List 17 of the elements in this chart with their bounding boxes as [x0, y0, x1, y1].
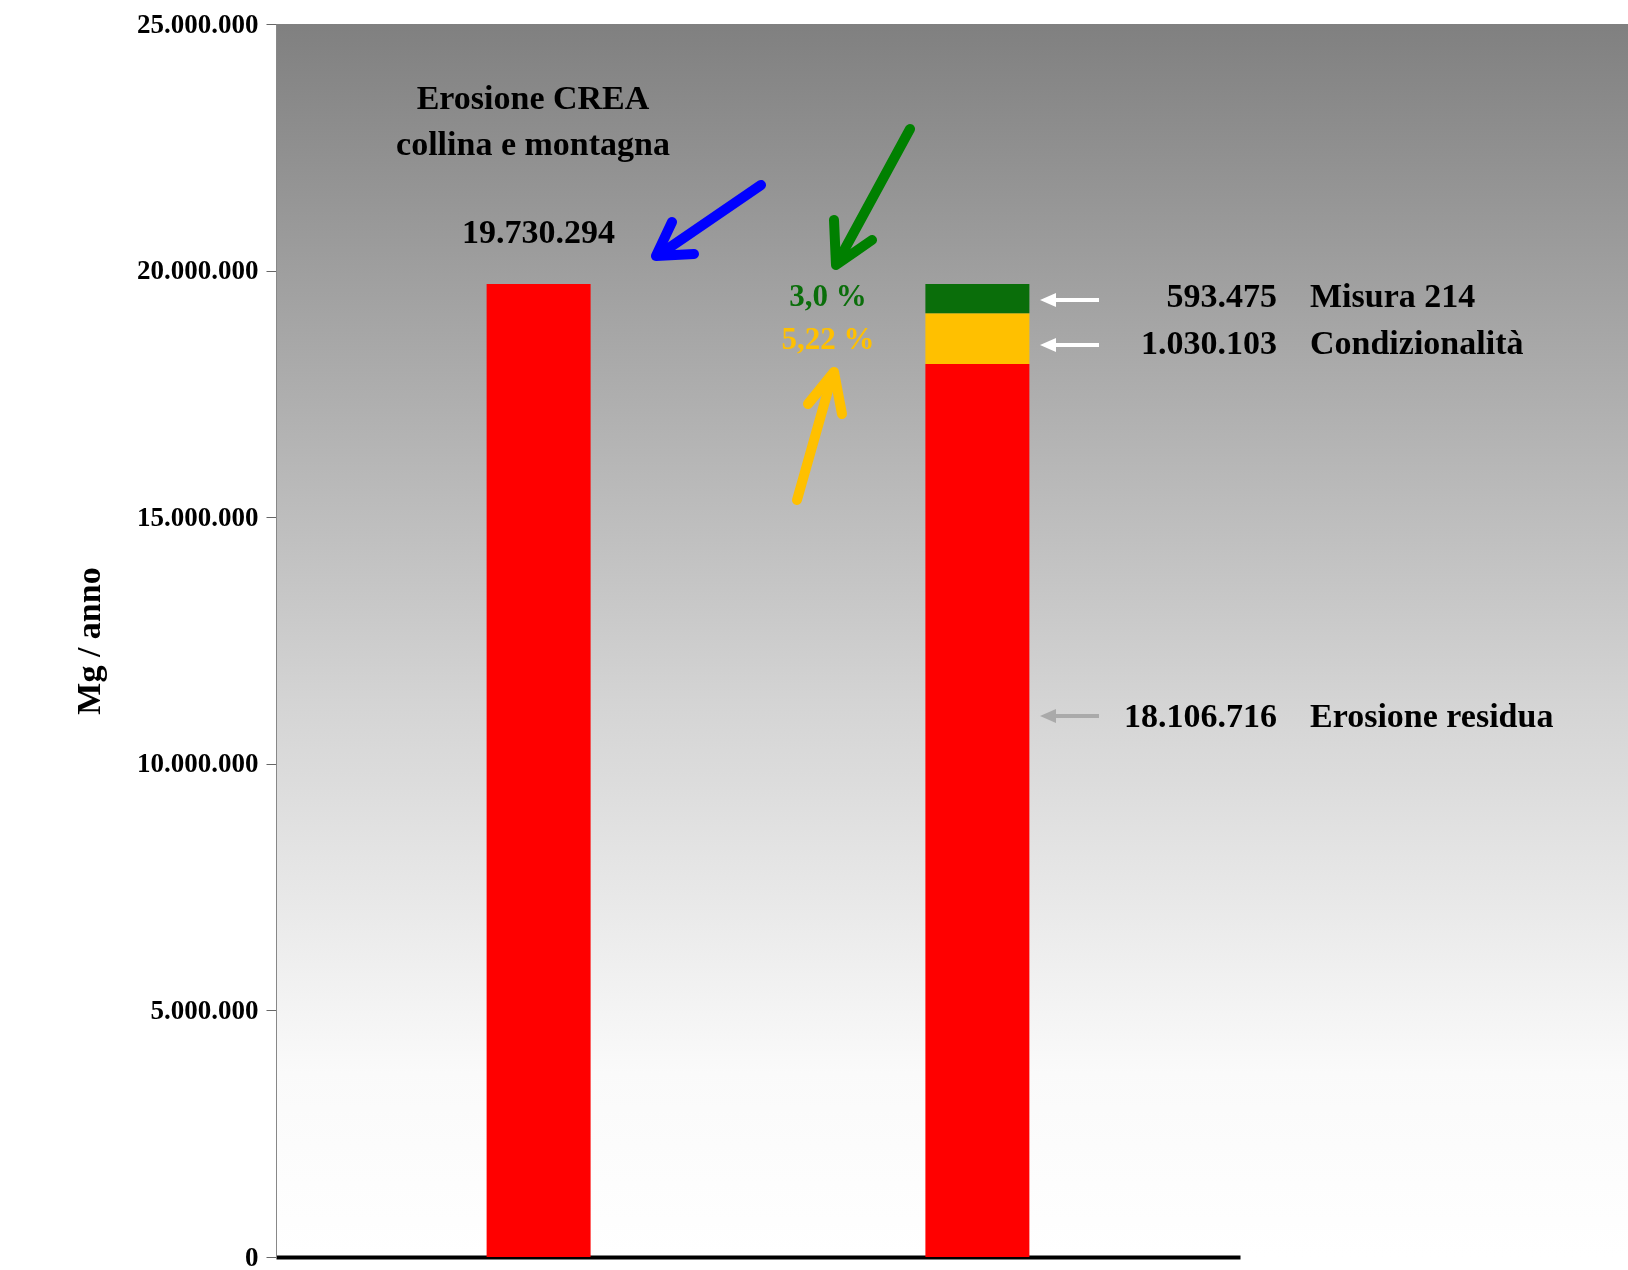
- data-label: 19.730.294: [462, 212, 616, 250]
- y-tick-label: 15.000.000: [137, 501, 259, 532]
- y-tick-label: 5.000.000: [150, 994, 259, 1025]
- y-tick-label: 10.000.000: [137, 748, 259, 779]
- annotation: Misura 214: [1310, 277, 1476, 314]
- y-tick-label: 20.000.000: [137, 255, 259, 286]
- y-tick-label: 25.000.000: [137, 8, 259, 39]
- annotation: Condizionalità: [1310, 324, 1524, 361]
- annotation: 5,22 %: [781, 321, 875, 356]
- annotation: Erosione residua: [1310, 697, 1554, 734]
- annotation: 18.106.716: [1124, 697, 1277, 734]
- y-axis-title: Mg / anno: [70, 567, 107, 715]
- annotation: 3,0 %: [789, 278, 867, 313]
- annotation: Erosione CREA collina e montagna: [396, 79, 670, 162]
- annotation: 593.475: [1166, 277, 1277, 314]
- annotation: 1.030.103: [1141, 324, 1277, 361]
- y-tick-label: 0: [245, 1241, 259, 1270]
